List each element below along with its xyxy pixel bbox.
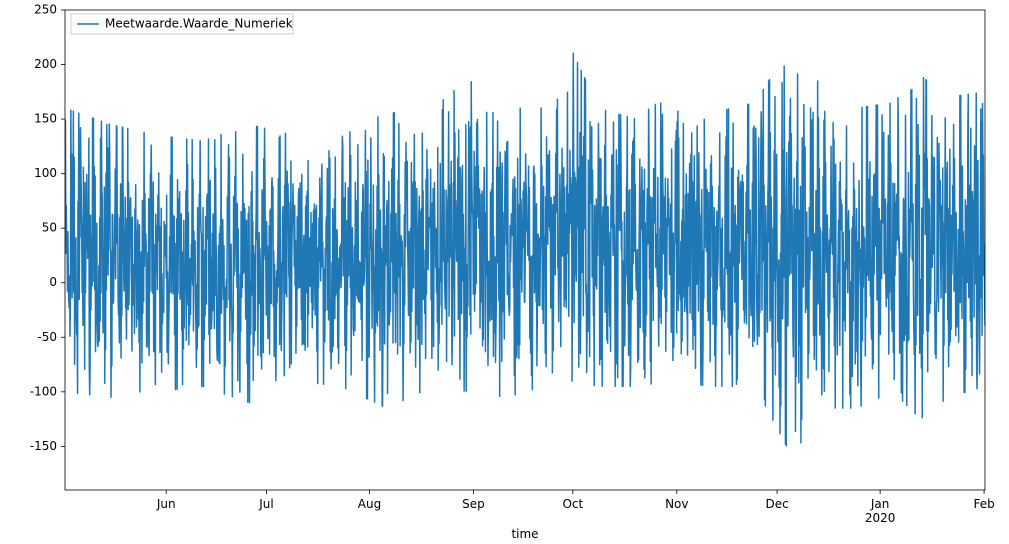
x-tick-label: Feb xyxy=(973,497,994,511)
x-tick-label: Nov xyxy=(665,497,688,511)
y-tick-label: -100 xyxy=(30,384,57,398)
y-tick-label: 250 xyxy=(34,3,57,17)
y-tick-label: 150 xyxy=(34,112,57,126)
x-tick-label: Jul xyxy=(258,497,273,511)
y-tick-label: 200 xyxy=(34,57,57,71)
y-tick-label: 0 xyxy=(49,275,57,289)
x-tick-label: Jan xyxy=(870,497,890,511)
legend-label: Meetwaarde.Waarde_Numeriek xyxy=(105,17,293,31)
y-tick-label: 100 xyxy=(34,166,57,180)
x-tick-label: Dec xyxy=(765,497,788,511)
x-tick-year: 2020 xyxy=(865,511,896,525)
y-tick-label: 50 xyxy=(42,221,57,235)
x-axis-label: time xyxy=(511,527,538,541)
x-tick-label: Sep xyxy=(462,497,485,511)
chart-svg: -150 -100 -50 0 50 100 150 200 250 Jun Jul Aug Sep Oc… xyxy=(0,0,1009,544)
x-tick-label: Jun xyxy=(156,497,176,511)
x-tick-label: Aug xyxy=(358,497,381,511)
y-tick-label: -50 xyxy=(37,330,57,344)
timeseries-chart: -150 -100 -50 0 50 100 150 200 250 Jun Jul Aug Sep Oc… xyxy=(0,0,1009,544)
y-tick-label: -150 xyxy=(30,439,57,453)
x-tick-label: Oct xyxy=(562,497,583,511)
